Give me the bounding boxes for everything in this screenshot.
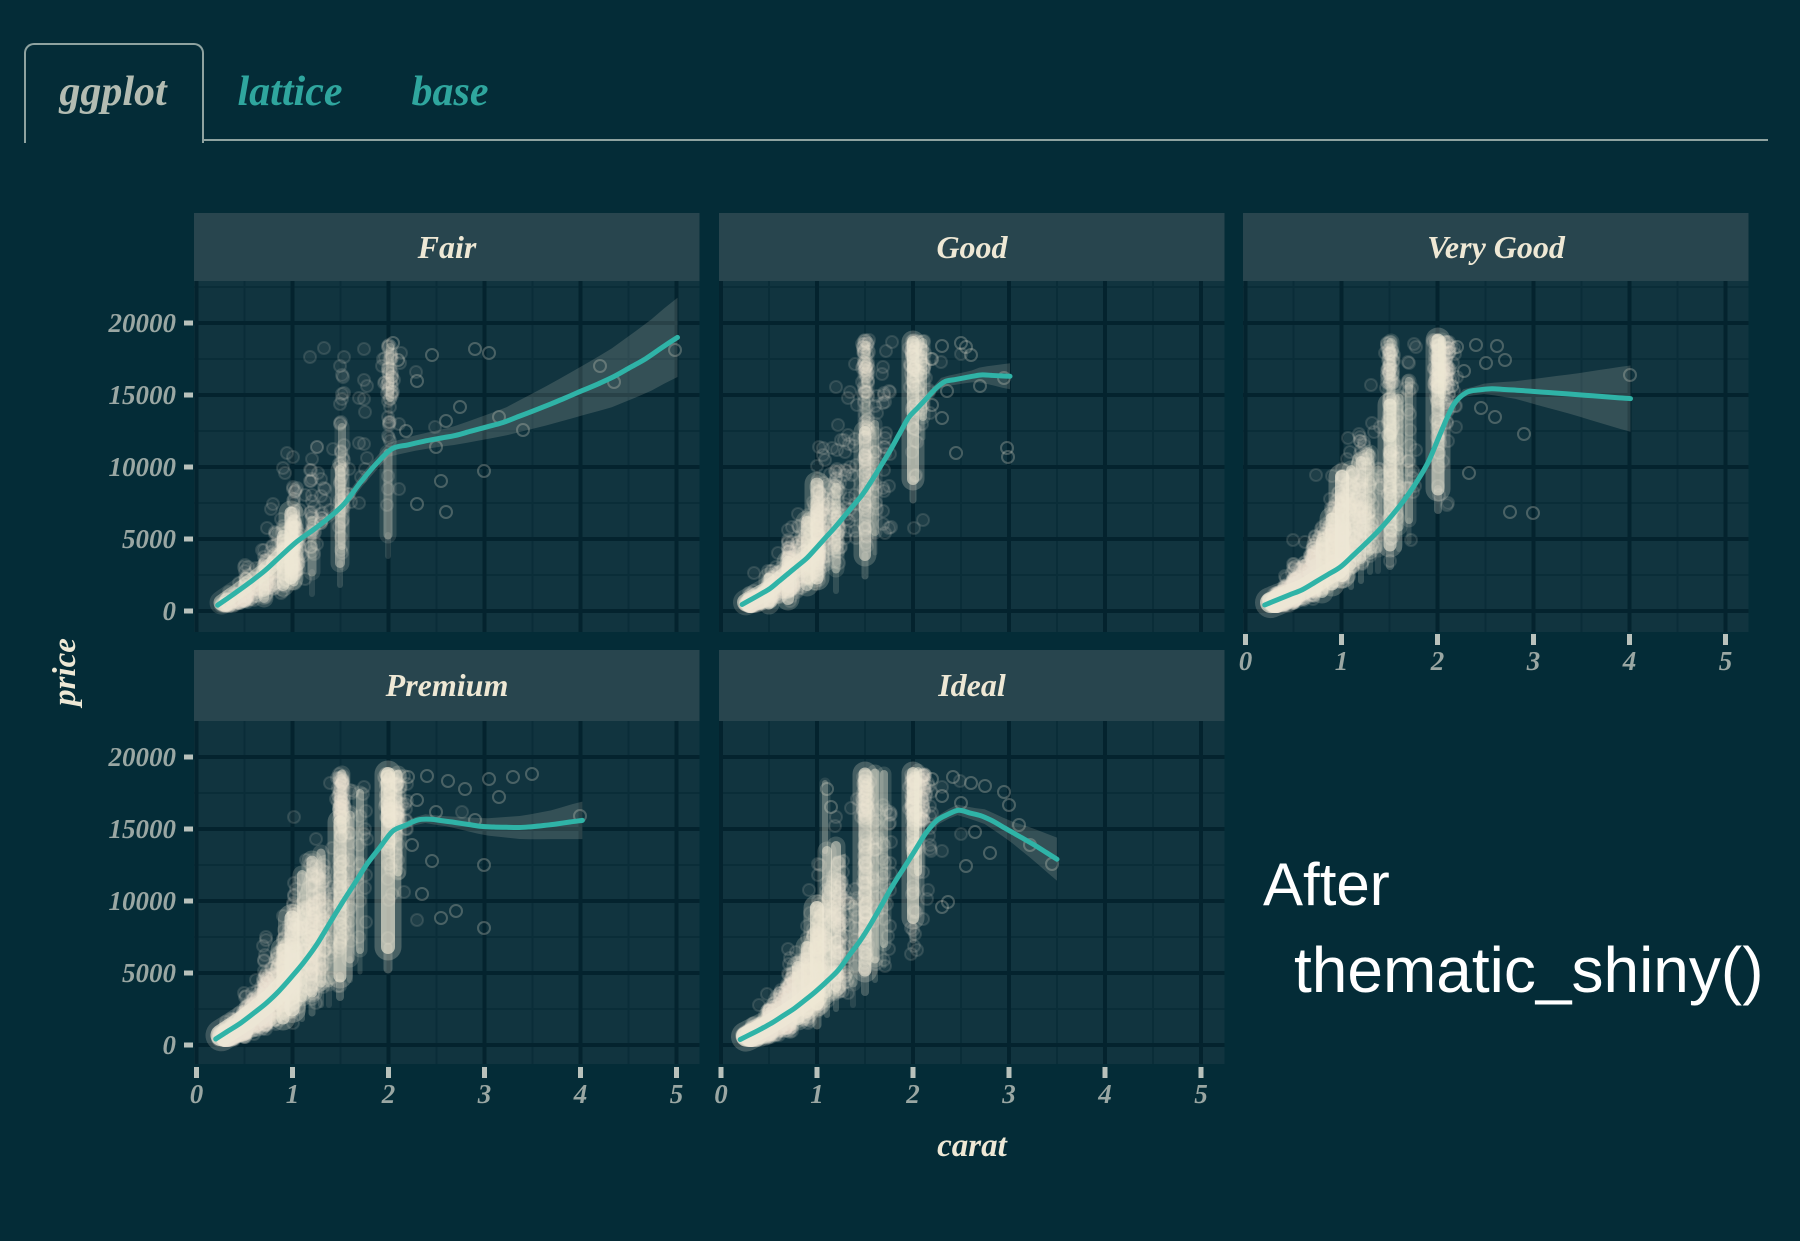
svg-text:Good: Good	[936, 229, 1008, 265]
svg-text:Fair: Fair	[417, 229, 477, 265]
svg-text:Premium: Premium	[385, 667, 509, 703]
svg-text:Very Good: Very Good	[1427, 229, 1566, 265]
svg-text:Ideal: Ideal	[937, 667, 1006, 703]
